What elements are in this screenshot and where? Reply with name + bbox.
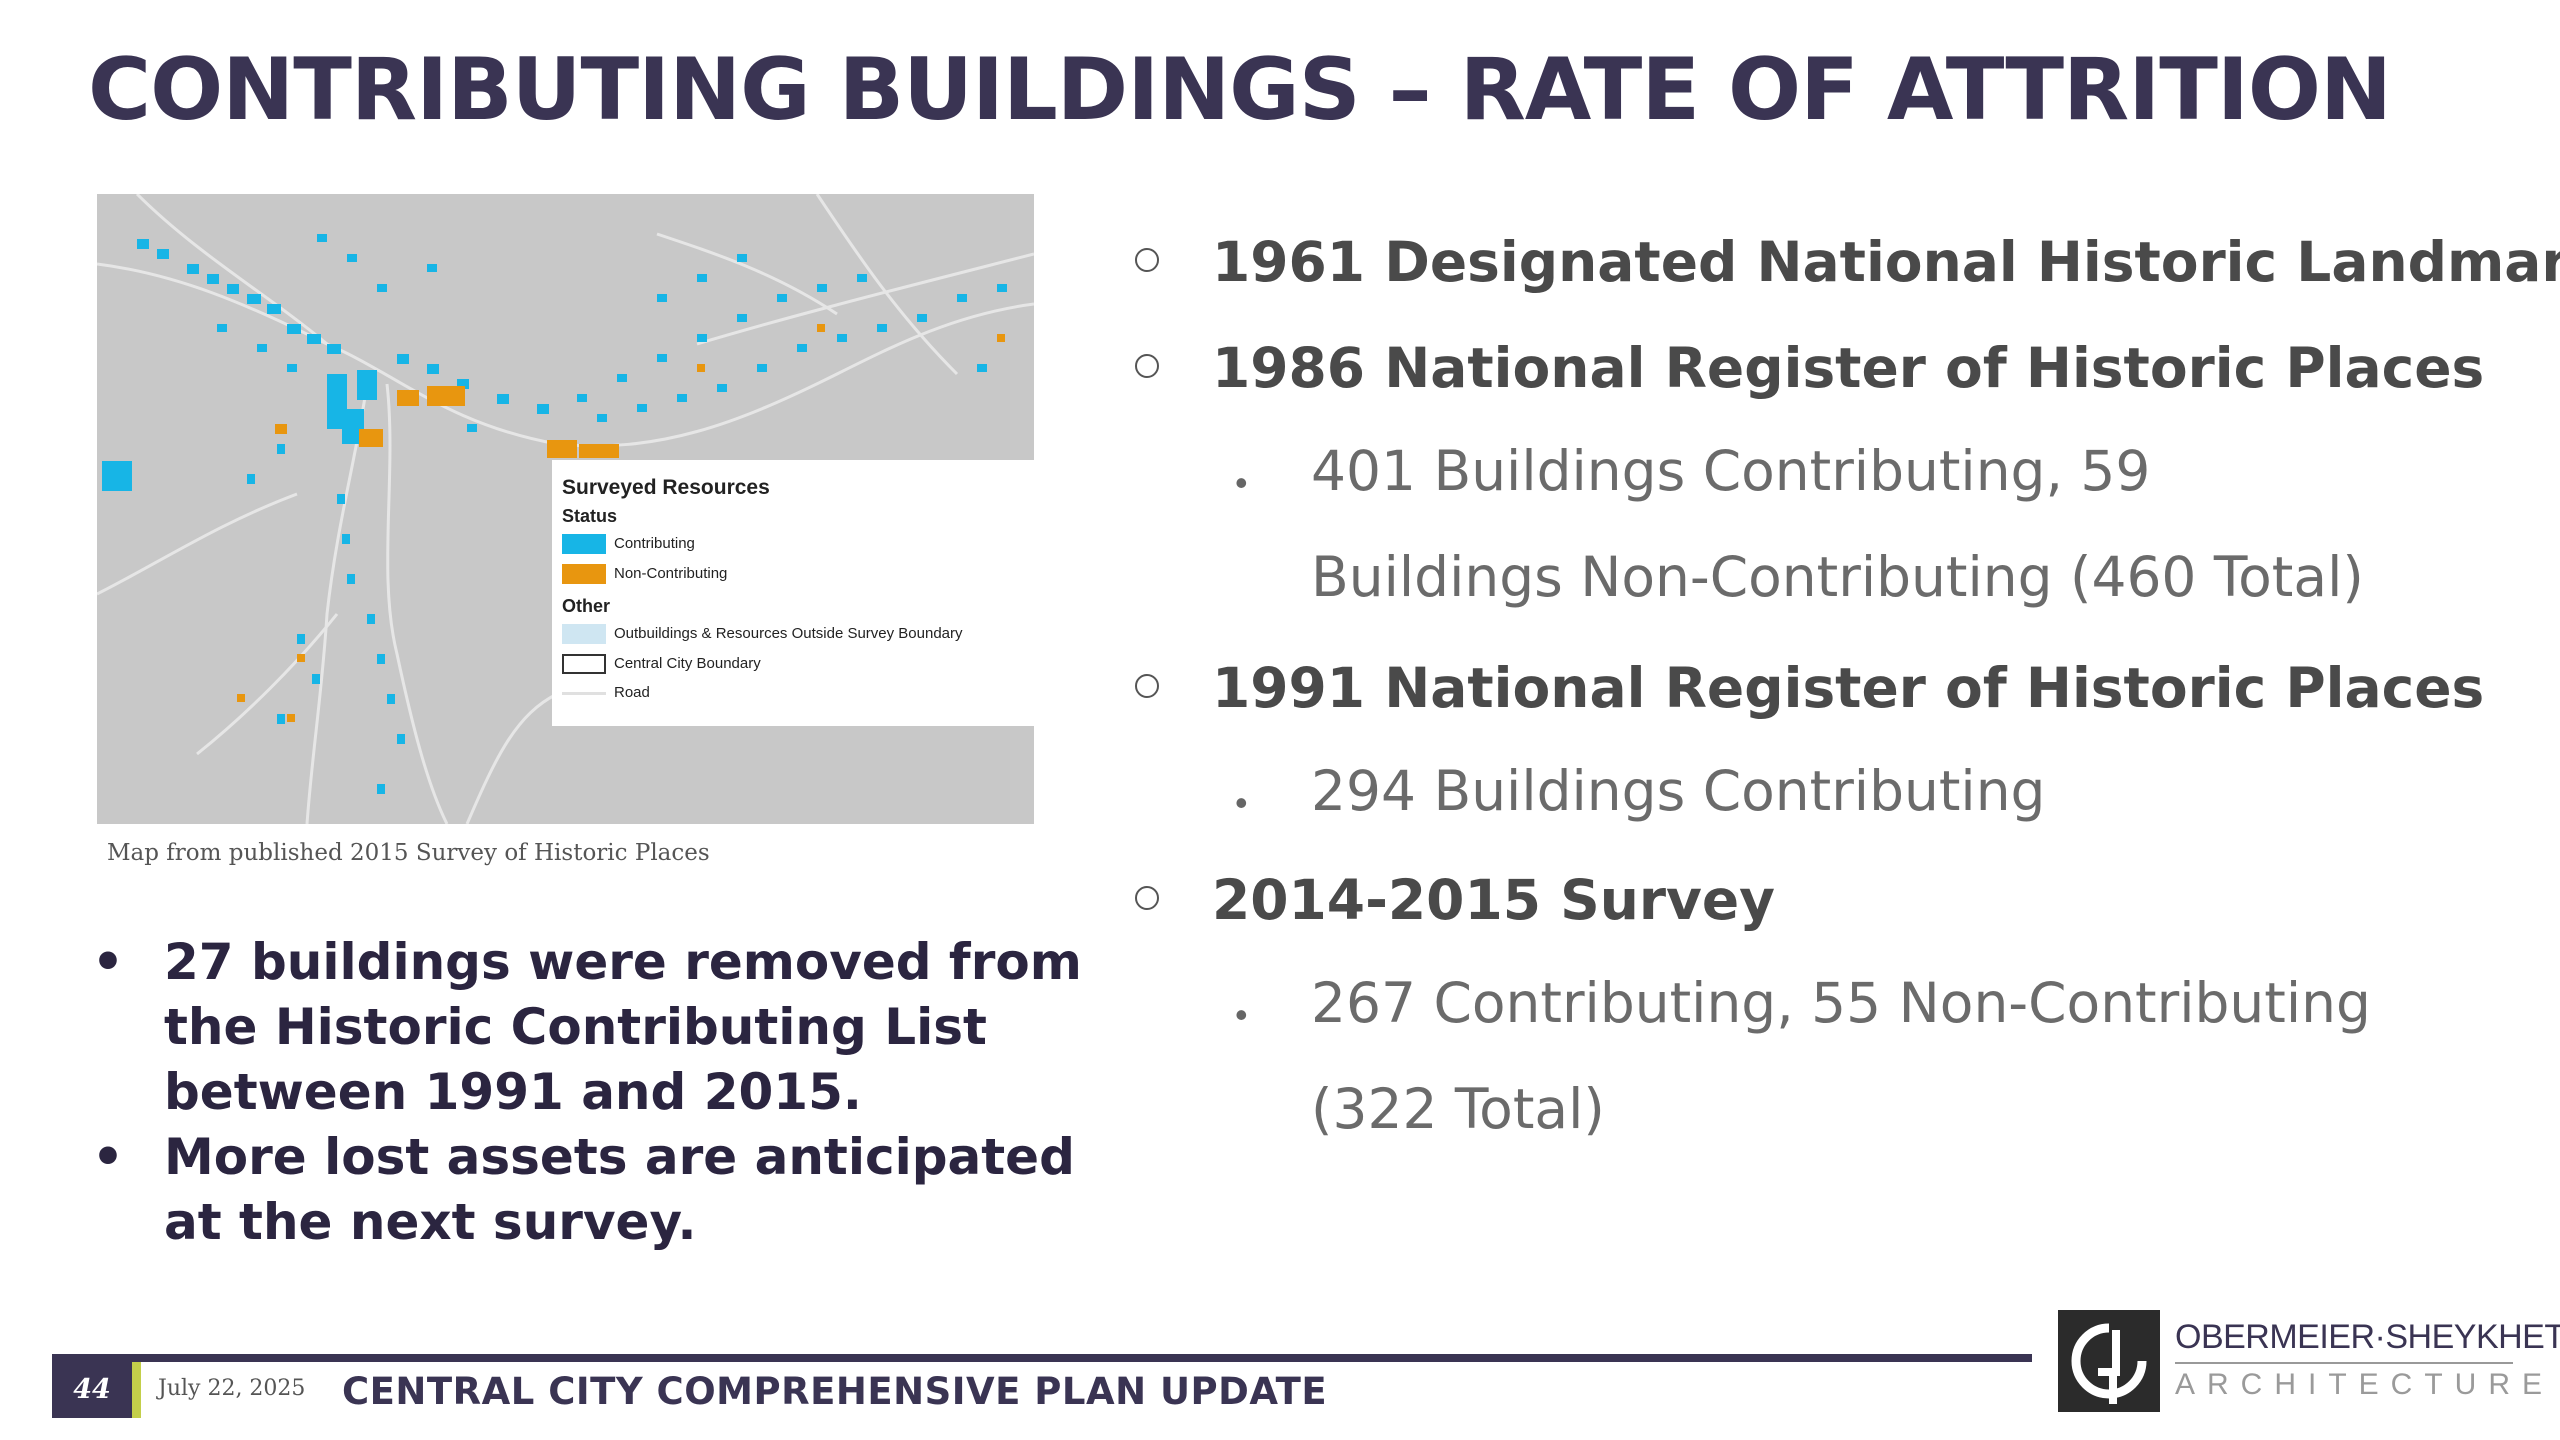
firm-logo-icon [2058,1310,2160,1412]
left-bullet-text: 27 buildings were removed from the Histo… [164,933,1082,1121]
timeline-item-text: 1986 National Register of Historic Place… [1212,336,2485,400]
legend-swatch-road [562,692,606,695]
historic-survey-map: Surveyed Resources Status Contributing N… [97,194,1034,824]
legend-label-contributing: Contributing [614,535,695,552]
legend-swatch-contributing [562,534,606,554]
left-bullet-item: • 27 buildings were removed from the His… [88,930,1118,1125]
left-bullet-text: More lost assets are anticipated at the … [164,1128,1075,1251]
legend-status-heading: Status [562,506,618,526]
legend-label-outbuildings: Outbuildings & Resources Outside Survey … [614,625,963,642]
legend-label-boundary: Central City Boundary [614,655,761,672]
legend-title: Surveyed Resources [562,476,770,499]
bullet-marker: • [92,933,124,991]
circle-bullet-icon [1135,248,1159,272]
bullet-dot-icon: • [1235,462,1248,503]
legend-other-heading: Other [562,596,611,616]
page-number: 44 [52,1362,132,1418]
legend-label-non-contributing: Non-Contributing [614,565,728,582]
bullet-dot-icon: • [1235,782,1248,823]
slide-title: CONTRIBUTING BUILDINGS – RATE OF ATTRITI… [88,40,2392,140]
page-accent-bar [132,1362,141,1418]
legend-swatch-outbuildings [562,624,606,644]
timeline-item-text: 2014-2015 Survey [1212,868,1776,932]
footer-date: July 22, 2025 [158,1376,306,1401]
timeline-subitem-text: 294 Buildings Contributing [1311,759,2046,823]
timeline-subitem-text: 267 Contributing, 55 Non-Contributing (3… [1311,971,2371,1141]
footer-rule [52,1354,2032,1362]
left-bullet-list: • 27 buildings were removed from the His… [88,930,1118,1255]
timeline-item-text: 1961 Designated National Historic Landma… [1212,230,2560,294]
map-drawing [97,194,1034,824]
legend-label-road: Road [614,684,650,701]
map-caption: Map from published 2015 Survey of Histor… [107,840,710,866]
bullet-marker: • [92,1128,124,1186]
timeline-subitem-text: 401 Buildings Contributing, 59 Buildings… [1311,439,2364,609]
left-bullet-item: • More lost assets are anticipated at th… [88,1125,1118,1255]
legend-swatch-boundary [562,654,606,674]
circle-bullet-icon [1135,354,1159,378]
circle-bullet-icon [1135,886,1159,910]
firm-logo-mark [2071,1323,2147,1404]
firm-subtitle: ARCHITECTURE [2175,1368,2555,1401]
bullet-dot-icon: • [1235,994,1248,1035]
circle-bullet-icon [1135,674,1159,698]
map-legend: Surveyed Resources Status Contributing N… [552,460,1034,726]
legend-swatch-non-contributing [562,564,606,584]
footer-plan-title: CENTRAL CITY COMPREHENSIVE PLAN UPDATE [342,1370,1328,1413]
firm-divider [2175,1362,2513,1364]
firm-name: OBERMEIER·SHEYKHET [2175,1318,2560,1356]
timeline-item-text: 1991 National Register of Historic Place… [1212,656,2485,720]
